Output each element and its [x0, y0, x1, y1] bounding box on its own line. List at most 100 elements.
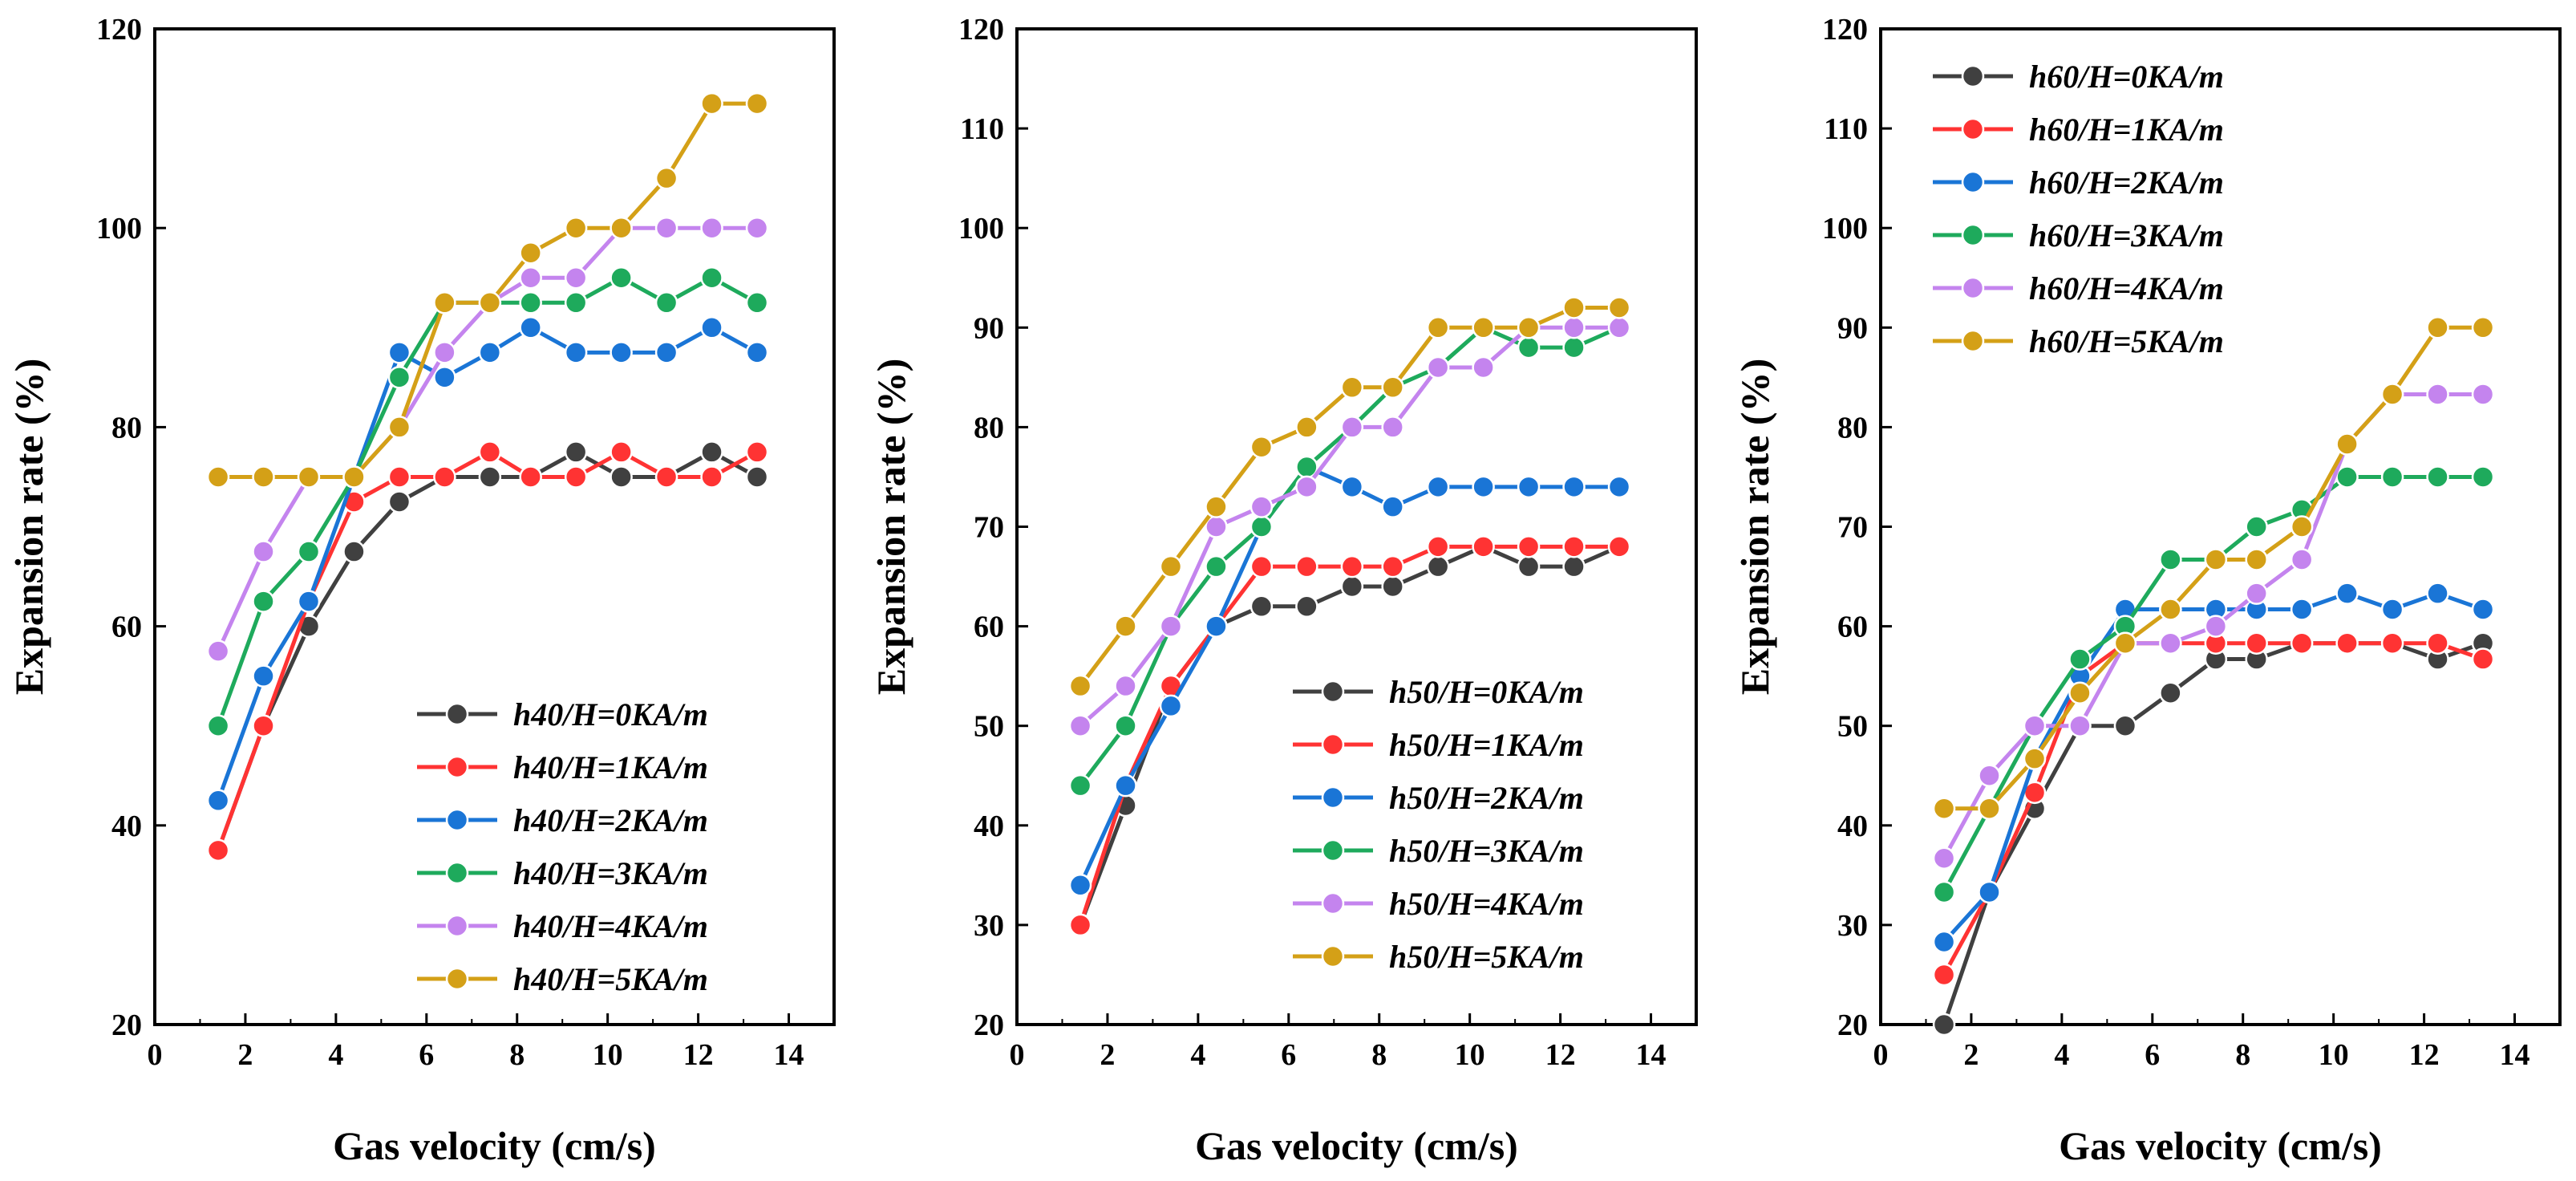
data-point — [2159, 548, 2182, 571]
data-point — [654, 291, 678, 315]
data-point — [1562, 475, 1586, 499]
data-point — [1250, 515, 1274, 538]
data-point — [252, 590, 275, 613]
data-point — [2113, 714, 2137, 737]
data-point — [1932, 797, 1956, 820]
y-tick-label: 40 — [111, 810, 142, 843]
data-point — [2380, 383, 2404, 406]
data-point — [1517, 535, 1541, 558]
y-tick-label: 30 — [974, 909, 1004, 943]
x-tick-label: 12 — [1545, 1038, 1576, 1072]
legend-item: h60/H=1KA/m — [1933, 112, 2224, 148]
legend-item: h60/H=0KA/m — [1933, 59, 2224, 95]
y-tick-label: 70 — [974, 511, 1004, 545]
data-point — [2426, 383, 2449, 406]
data-point — [654, 216, 678, 240]
data-point — [2380, 631, 2404, 655]
y-tick-label: 60 — [1837, 611, 1868, 644]
data-point — [2023, 714, 2047, 737]
series-line-h40/H=5KA/m — [218, 101, 758, 479]
legend-label: h50/H=2KA/m — [1389, 780, 1584, 816]
legend-label: h40/H=0KA/m — [513, 696, 708, 733]
data-point — [433, 341, 456, 364]
data-point — [2426, 631, 2449, 655]
x-tick-label: 14 — [2500, 1038, 2530, 1072]
x-tick-label: 8 — [2235, 1038, 2250, 1072]
legend-item: h60/H=2KA/m — [1933, 164, 2224, 201]
panel-h50: 0 2 4 6 8 10 12 14 20 30 40 50 60 70 80 90 100 110 120 Gas … — [869, 13, 1698, 1168]
x-axis-title: Gas velocity (cm/s) — [333, 1123, 656, 1168]
legend-label: h50/H=5KA/m — [1389, 939, 1584, 975]
data-point — [1607, 475, 1631, 499]
data-point — [1426, 316, 1450, 339]
y-tick-label: 20 — [1837, 1009, 1868, 1042]
legend-marker — [1961, 223, 1985, 247]
data-point — [1517, 475, 1541, 499]
x-tick-label: 6 — [419, 1038, 434, 1072]
data-point — [342, 540, 366, 563]
data-point — [1205, 615, 1228, 638]
data-point — [1517, 554, 1541, 578]
data-point — [1340, 416, 1364, 439]
plot-frame — [153, 27, 836, 1026]
legend-label: h40/H=4KA/m — [513, 908, 708, 944]
data-point — [2471, 647, 2495, 671]
data-point — [1381, 375, 1404, 400]
data-point — [564, 440, 588, 464]
legend-marker — [445, 967, 469, 991]
legend-item: h50/H=1KA/m — [1293, 727, 1584, 763]
data-point — [1068, 714, 1092, 737]
data-point — [1562, 335, 1586, 359]
data-point — [252, 664, 275, 688]
data-point — [1426, 535, 1450, 558]
legend-label: h40/H=1KA/m — [513, 749, 708, 785]
data-point — [654, 166, 678, 190]
data-point — [519, 316, 542, 339]
data-point — [519, 266, 542, 290]
data-point — [1250, 435, 1274, 459]
x-tick-label: 2 — [1100, 1038, 1115, 1072]
data-point — [1068, 913, 1092, 937]
data-point — [1205, 554, 1228, 578]
data-point — [1932, 930, 1956, 954]
y-tick-label: 40 — [974, 810, 1004, 843]
data-point — [206, 639, 230, 663]
legend-item: h40/H=5KA/m — [417, 961, 708, 997]
legend-label: h50/H=0KA/m — [1389, 674, 1584, 710]
data-point — [2204, 548, 2228, 571]
data-point — [610, 440, 633, 464]
data-point — [745, 341, 769, 364]
y-tick-label: 70 — [1837, 511, 1868, 545]
x-tick-label: 6 — [2145, 1038, 2160, 1072]
data-point — [1159, 694, 1183, 718]
x-tick-label: 10 — [1455, 1038, 1485, 1072]
legend-item: h40/H=3KA/m — [417, 855, 708, 891]
data-point — [1472, 475, 1495, 499]
legend-marker — [1961, 64, 1985, 88]
y-tick-label: 110 — [960, 112, 1004, 146]
x-tick-label: 0 — [148, 1038, 163, 1072]
data-point — [2290, 548, 2314, 571]
data-point — [1517, 335, 1541, 359]
data-point — [745, 465, 769, 489]
data-point — [1159, 615, 1183, 638]
y-tick-label: 30 — [1837, 909, 1868, 943]
data-point — [1978, 764, 2001, 787]
data-point — [1426, 355, 1450, 379]
data-point — [700, 440, 723, 464]
legend-marker — [1321, 680, 1345, 704]
data-point — [2426, 465, 2449, 489]
y-tick-label: 50 — [974, 710, 1004, 744]
data-point — [2159, 631, 2182, 655]
x-tick-label: 4 — [2054, 1038, 2069, 1072]
data-point — [2159, 598, 2182, 621]
data-point — [1978, 880, 2001, 904]
data-point — [478, 440, 502, 464]
data-point — [2159, 681, 2182, 704]
legend-item: h50/H=4KA/m — [1293, 886, 1584, 922]
data-point — [1932, 880, 1956, 904]
data-point — [1340, 475, 1364, 499]
data-point — [564, 266, 588, 290]
data-point — [2290, 598, 2314, 621]
data-point — [478, 291, 502, 315]
